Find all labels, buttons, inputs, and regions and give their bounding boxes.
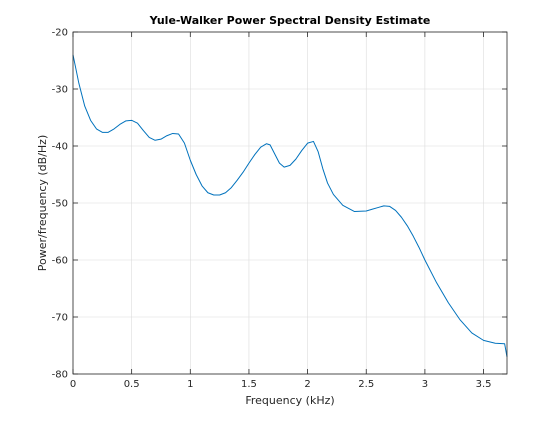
y-axis-label: Power/frequency (dB/Hz) <box>36 135 49 272</box>
ticks: 0 0.5 1 1.5 2 2.5 3 3.5 -80 -70 -60 -50 -40 -30 -20 <box>52 28 507 390</box>
y-tick-label: -70 <box>52 313 68 324</box>
chart-title: Yule-Walker Power Spectral Density Estim… <box>149 14 431 27</box>
x-tick-label: 1 <box>187 379 193 390</box>
grid <box>72 31 507 375</box>
plot-area <box>72 54 508 357</box>
psd-series-line <box>72 54 508 357</box>
y-tick-label: -30 <box>52 85 68 96</box>
y-tick-label: -60 <box>52 256 68 267</box>
y-tick-label: -20 <box>52 28 68 39</box>
y-tick-label: -50 <box>52 199 68 210</box>
y-tick-label: -80 <box>52 370 68 381</box>
x-tick-label: 3 <box>422 379 428 390</box>
x-tick-label: 2 <box>304 379 310 390</box>
x-tick-label: 3.5 <box>476 379 492 390</box>
x-tick-label: 1.5 <box>241 379 257 390</box>
x-tick-label: 0.5 <box>124 379 140 390</box>
x-tick-label: 0 <box>70 379 76 390</box>
y-tick-label: -40 <box>52 142 68 153</box>
x-axis-label: Frequency (kHz) <box>245 394 334 407</box>
x-tick-label: 2.5 <box>358 379 374 390</box>
